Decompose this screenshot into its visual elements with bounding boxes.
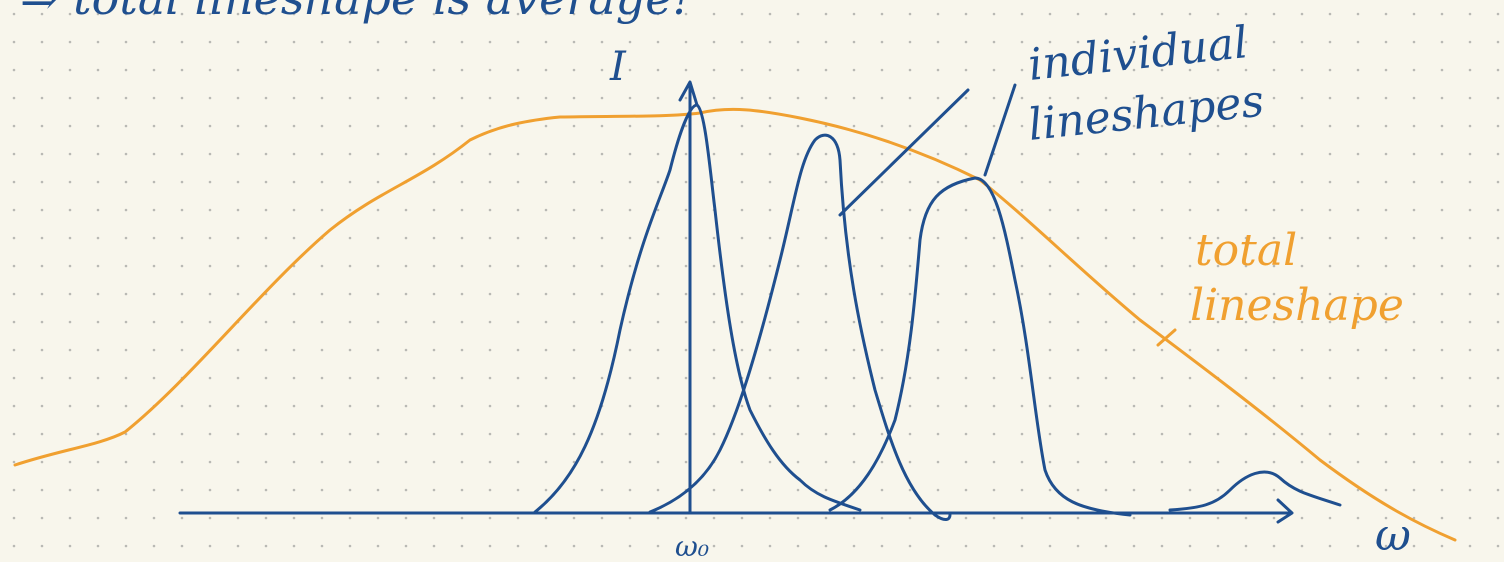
y-axis-label: I [609,44,627,90]
center-label: ω₀ [675,530,709,562]
header-text: ⇒ total lineshape is average! [20,0,691,25]
x-axis-label: ω [1375,510,1411,561]
total-label-2: lineshape [1190,280,1404,331]
total-label-1: total [1195,225,1297,276]
note-page: ⇒ total lineshape is average! I ω ω₀ ind… [0,0,1504,562]
